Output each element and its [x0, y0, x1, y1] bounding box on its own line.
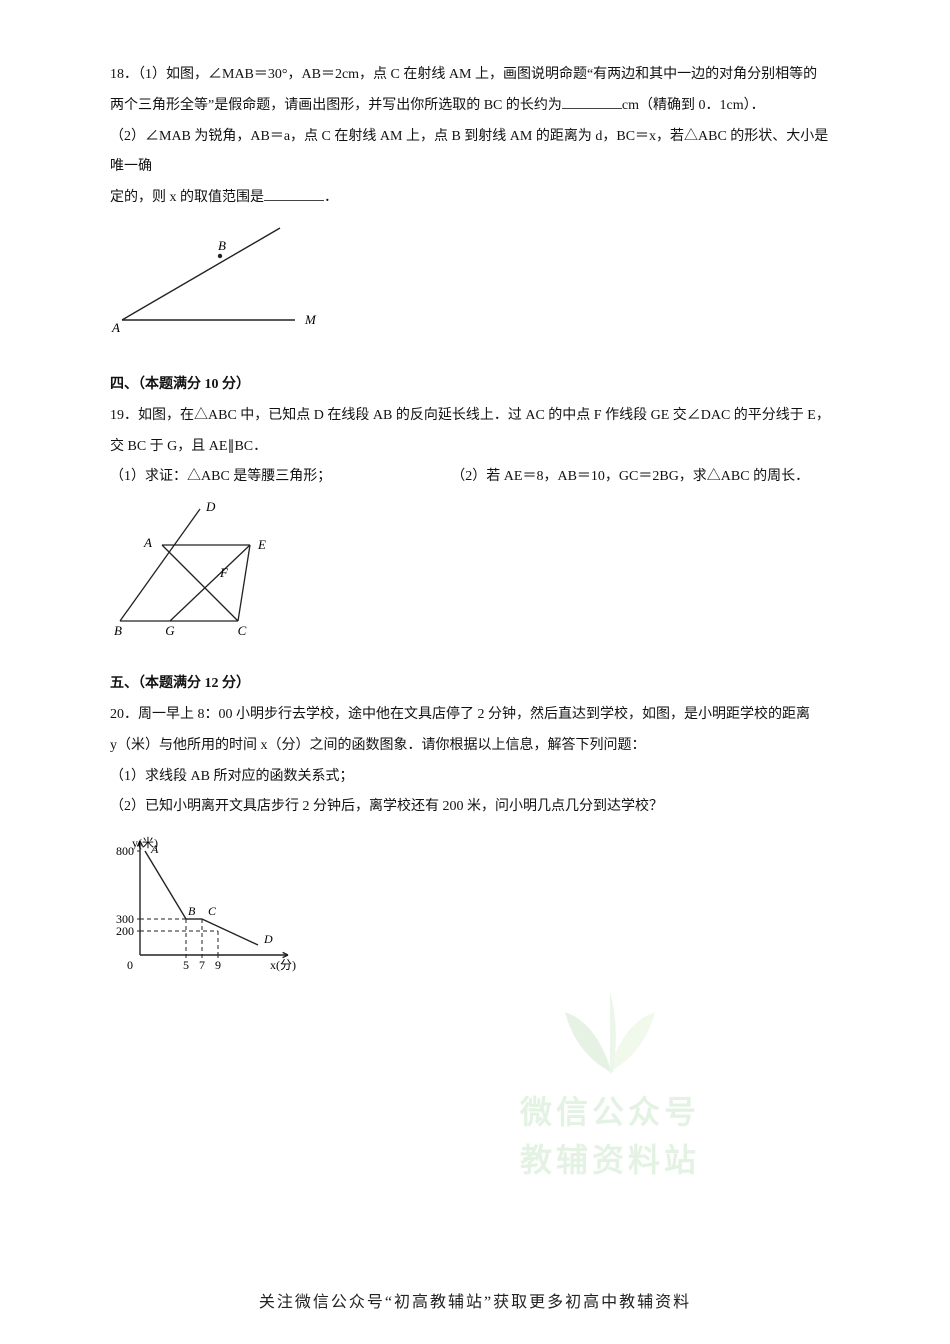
q19-sub2: （2）若 AE＝8，AB＝10，GC＝2BG，求△ABC 的周长．	[451, 462, 809, 493]
question-20: 20．周一早上 8：00 小明步行去学校，途中他在文具店停了 2 分钟，然后直达…	[110, 700, 840, 979]
q19-line2: 交 BC 于 G，且 AE∥BC．	[110, 432, 840, 463]
svg-text:x(分): x(分)	[270, 958, 296, 972]
svg-text:E: E	[257, 537, 266, 552]
blank-x-range	[264, 187, 324, 201]
page-footer: 关注微信公众号“初高教辅站”获取更多初高中教辅资料	[0, 1285, 950, 1320]
q20-line2: y（米）与他所用的时间 x（分）之间的函数图象．请你根据以上信息，解答下列问题：	[110, 731, 840, 762]
q18-part2-tail: ．	[324, 190, 338, 205]
q18-part2-line1: （2）∠MAB 为锐角，AB＝a，点 C 在射线 AM 上，点 B 到射线 AM…	[110, 122, 840, 184]
svg-text:C: C	[208, 904, 217, 918]
q20-sub2: （2）已知小明离开文具店步行 2 分钟后，离学校还有 200 米，问小明几点几分…	[110, 792, 840, 823]
svg-text:D: D	[263, 932, 273, 946]
q19-sub1: （1）求证：△ABC 是等腰三角形；	[110, 462, 331, 493]
svg-text:B: B	[218, 238, 226, 253]
q18-part2-line2: 定的，则 x 的取值范围是 ．	[110, 183, 840, 214]
svg-text:F: F	[219, 565, 229, 580]
q20-figure: 800300200579ABCD0y(米)x(分)	[110, 829, 840, 979]
q19-figure: D A E F B G C	[110, 499, 840, 639]
q18-figure: A M B	[110, 220, 840, 340]
q18-part1-line2: 两个三角形全等”是假命题，请画出图形，并写出你所选取的 BC 的长约为 cm（精确…	[110, 91, 840, 122]
q18-part1-tail: cm（精确到 0．1cm）．	[622, 98, 765, 113]
svg-text:200: 200	[116, 924, 134, 938]
watermark-leaf-icon	[535, 972, 685, 1082]
q20-line1: 20．周一早上 8：00 小明步行去学校，途中他在文具店停了 2 分钟，然后直达…	[110, 700, 840, 731]
svg-text:A: A	[143, 535, 152, 550]
q18-part2-text: 定的，则 x 的取值范围是	[110, 190, 264, 205]
q19-subparts: （1）求证：△ABC 是等腰三角形； （2）若 AE＝8，AB＝10，GC＝2B…	[110, 462, 840, 493]
svg-text:y(米): y(米)	[132, 836, 158, 850]
question-19: 19．如图，在△ABC 中，已知点 D 在线段 AB 的反向延长线上．过 AC …	[110, 401, 840, 639]
question-18: 18．（1）如图，∠MAB＝30°，AB＝2cm，点 C 在射线 AM 上，画图…	[110, 60, 840, 340]
watermark-line2: 教辅资料站	[450, 1136, 770, 1184]
svg-text:0: 0	[127, 958, 133, 972]
q18-part1-text: 两个三角形全等”是假命题，请画出图形，并写出你所选取的 BC 的长约为	[110, 98, 562, 113]
q18-part1-line1: 18．（1）如图，∠MAB＝30°，AB＝2cm，点 C 在射线 AM 上，画图…	[110, 60, 840, 91]
svg-text:C: C	[238, 623, 247, 638]
q19-line1: 19．如图，在△ABC 中，已知点 D 在线段 AB 的反向延长线上．过 AC …	[110, 401, 840, 432]
svg-text:G: G	[165, 623, 175, 638]
svg-text:9: 9	[215, 958, 221, 972]
q20-sub1: （1）求线段 AB 所对应的函数关系式；	[110, 762, 840, 793]
section-5-title: 五、（本题满分 12 分）	[110, 669, 840, 700]
svg-text:7: 7	[199, 958, 205, 972]
watermark: 微信公众号 教辅资料站	[450, 972, 770, 1184]
svg-text:B: B	[114, 623, 122, 638]
svg-text:B: B	[188, 904, 196, 918]
svg-text:5: 5	[183, 958, 189, 972]
svg-text:D: D	[205, 499, 216, 514]
section-4-title: 四、（本题满分 10 分）	[110, 370, 840, 401]
blank-bc-length	[562, 95, 622, 109]
svg-text:A: A	[111, 320, 120, 335]
watermark-line1: 微信公众号	[450, 1088, 770, 1136]
svg-text:M: M	[304, 312, 317, 327]
